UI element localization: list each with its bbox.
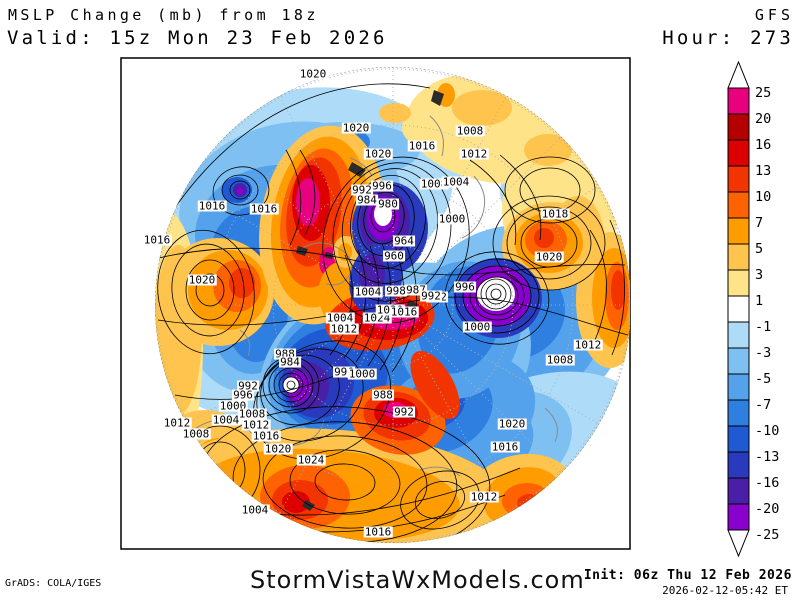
colorbar-band: [727, 477, 750, 505]
colorbar-band: [727, 321, 750, 349]
colorbar-arrow-up: [727, 60, 750, 89]
colorbar-label: 10: [755, 189, 771, 205]
colorbar-band: [727, 425, 750, 453]
colorbar-label: 7: [755, 215, 763, 231]
colorbar-label: -16: [755, 475, 779, 491]
init-time: Init: 06z Thu 12 Feb 2026: [583, 568, 792, 583]
colorbar-band: [727, 347, 750, 375]
colorbar-label: 1: [755, 293, 763, 309]
colorbar-label: 5: [755, 241, 763, 257]
colorbar-band: [727, 139, 750, 167]
colorbar-label: 25: [755, 85, 771, 101]
colorbar-label: -13: [755, 449, 779, 465]
colorbar-label: -20: [755, 501, 779, 517]
colorbar-label: 13: [755, 163, 771, 179]
colorbar-band: [727, 269, 750, 297]
shaded-field: [155, 67, 630, 543]
colorbar-band: [727, 165, 750, 193]
colorbar-label: -7: [755, 397, 771, 413]
colorbar-label: 16: [755, 137, 771, 153]
colorbar-band: [727, 113, 750, 141]
colorbar-label: -10: [755, 423, 779, 439]
product-title: MSLP Change (mb) from 18z: [8, 6, 319, 24]
colorbar-arrow-down: [727, 529, 750, 558]
generated-time: 2026-02-12-05:42 ET: [662, 584, 788, 597]
model-name: GFS: [754, 6, 794, 24]
forecast-hour: Hour: 273: [662, 27, 794, 49]
colorbar-label: -3: [755, 345, 771, 361]
colorbar-label: 20: [755, 111, 771, 127]
valid-time: Valid: 15z Mon 23 Feb 2026: [7, 27, 388, 49]
colorbar-label: -5: [755, 371, 771, 387]
colorbar-band: [727, 217, 750, 245]
colorbar-band: [727, 503, 750, 531]
colorbar-band: [727, 87, 750, 115]
colorbar-label: -1: [755, 319, 771, 335]
colorbar-band: [727, 191, 750, 219]
colorbar-band: [727, 373, 750, 401]
colorbar-band: [727, 451, 750, 479]
grads-credit: GrADS: COLA/IGES: [5, 578, 102, 589]
site-watermark: StormVistaWxModels.com: [250, 566, 585, 594]
colorbar-band: [727, 243, 750, 271]
colorbar-label: -25: [755, 527, 779, 543]
colorbar-label: 3: [755, 267, 763, 283]
colorbar-band: [727, 399, 750, 427]
colorbar-band: [727, 295, 750, 323]
graticule: [155, 67, 630, 543]
